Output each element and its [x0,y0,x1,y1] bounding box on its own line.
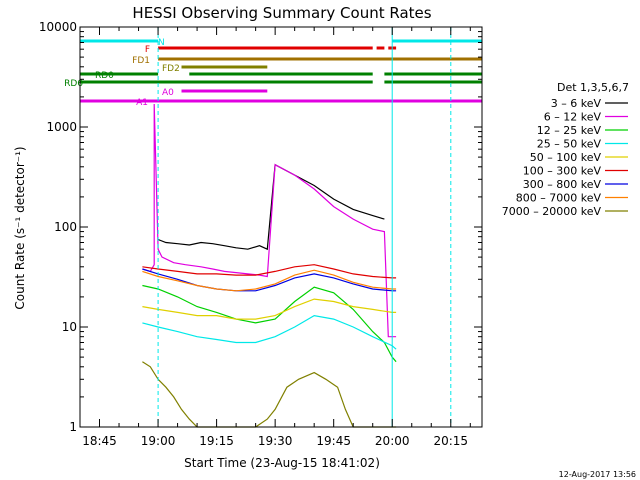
y-tick-label: 1 [69,420,77,434]
legend-label-6-12-kev: 6 – 12 keV [544,111,602,124]
y-tick-label: 1000 [46,120,77,134]
flag-label-rd0: RD0 [95,71,114,81]
series-line-6-12-kev [142,103,397,338]
legend-label-7000-20000-kev: 7000 – 20000 keV [502,205,602,218]
series-line-7000-20000-kev [142,361,397,428]
legend-label-3-6-kev: 3 – 6 keV [551,97,602,110]
chart-title: HESSI Observing Summary Count Rates [132,4,431,22]
legend-label-300-800-kev: 300 – 800 keV [523,178,602,191]
series-line-25-50-kev [142,314,397,350]
vertical-markers [157,27,452,427]
y-tick-label: 10000 [39,20,77,34]
flag-label-fd1: FD1 [132,56,150,66]
legend-label-800-7000-kev: 800 – 7000 keV [516,192,602,205]
flag-label-a0: A0 [162,88,174,98]
legend-label-12-25-kev: 12 – 25 keV [537,124,602,137]
y-axis-ticks: 1 10 100 1000 10000 [39,20,482,434]
series-line-3-6-kev [157,163,385,251]
x-tick-label: 19:15 [199,434,234,448]
series-layer [142,103,397,428]
legend-title: Det 1,3,5,6,7 [557,81,629,94]
x-tick-label: 20:00 [375,434,410,448]
x-tick-label: 19:45 [316,434,351,448]
series-line-100-300-kev [142,264,397,279]
legend-label-50-100-kev: 50 – 100 keV [530,151,602,164]
flag-label-f: F [145,45,150,55]
x-tick-label: 20:15 [433,434,468,448]
legend-label-100-300-kev: 100 – 300 keV [523,165,602,178]
y-tick-label: 10 [62,320,77,334]
y-axis-label: Count Rate (s⁻¹ detector⁻¹) [13,146,27,309]
series-line-300-800-kev [142,268,397,292]
series-line-800-7000-kev [142,269,397,292]
flag-label-rd6: RD6 [64,79,83,89]
x-tick-label: 18:45 [82,434,117,448]
flag-label-a1: A1 [136,98,148,108]
flag-label-n: N [158,38,165,48]
x-axis-ticks: 18:45 19:00 19:15 19:30 19:45 20:00 20:15 [79,27,471,448]
x-tick-label: 19:00 [141,434,176,448]
flag-label-fd2: FD2 [162,64,180,74]
legend-label-25-50-kev: 25 – 50 keV [537,138,602,151]
x-axis-label: Start Time (23-Aug-15 18:41:02) [184,456,380,470]
x-tick-label: 19:30 [258,434,293,448]
series-line-12-25-kev [142,284,397,363]
footer-timestamp: 12-Aug-2017 13:56 [559,470,636,479]
y-tick-label: 100 [54,220,77,234]
series-line-50-100-kev [142,298,397,320]
